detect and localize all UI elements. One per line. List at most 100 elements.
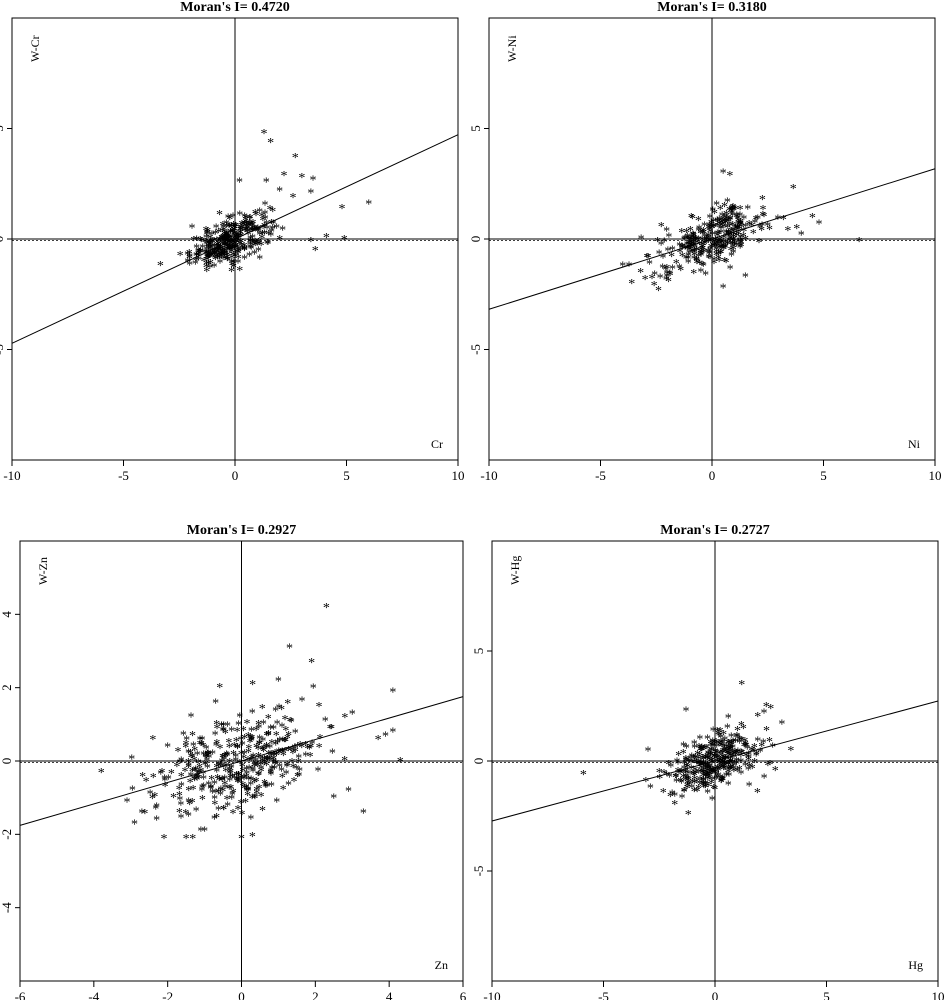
data-point: *: [667, 790, 674, 805]
data-point: *: [153, 814, 160, 829]
data-point: *: [131, 817, 138, 832]
scatter-panel-cr: ****************************************…: [0, 0, 465, 483]
data-point: *: [717, 755, 724, 770]
chart-title: Moran's I= 0.2727: [660, 523, 769, 538]
data-point: *: [183, 832, 190, 847]
data-point: *: [128, 752, 135, 767]
x-tick-label: -5: [595, 468, 606, 483]
data-point: *: [149, 792, 156, 807]
data-point: *: [714, 725, 721, 740]
chart-title: Moran's I= 0.4720: [180, 0, 289, 15]
x-tick-label: 10: [452, 468, 465, 483]
data-point: *: [754, 786, 761, 801]
data-point: *: [253, 724, 260, 739]
y-tick-label: 5: [468, 125, 483, 132]
data-point: *: [683, 704, 690, 719]
data-point: *: [745, 764, 752, 779]
y-tick-label: 0: [0, 758, 14, 765]
y-tick-label: -5: [471, 866, 486, 877]
data-point: *: [235, 243, 242, 258]
x-tick-label: 10: [932, 989, 944, 1000]
data-point: *: [339, 202, 346, 217]
data-point: *: [219, 785, 226, 800]
data-point: *: [200, 748, 207, 763]
data-point: *: [816, 218, 823, 233]
data-point: *: [656, 766, 663, 781]
data-point: *: [216, 681, 223, 696]
scatter-panel-ni: ****************************************…: [468, 0, 942, 483]
data-point: *: [184, 249, 191, 264]
data-point: *: [230, 219, 237, 234]
y-axis-label: W-Cr: [28, 35, 42, 62]
data-point: *: [706, 248, 713, 263]
data-point: *: [161, 773, 168, 788]
data-point: *: [738, 719, 745, 734]
data-point: *: [314, 764, 321, 779]
data-point: *: [138, 806, 145, 821]
data-point: *: [655, 284, 662, 299]
data-point: *: [695, 782, 702, 797]
data-point: *: [194, 749, 201, 764]
x-tick-label: -2: [162, 989, 173, 1000]
x-tick-label: -4: [88, 989, 99, 1000]
data-point: *: [177, 812, 184, 827]
data-point: *: [286, 641, 293, 656]
data-point: *: [235, 776, 242, 791]
data-point: *: [738, 678, 745, 693]
data-point: *: [323, 601, 330, 616]
y-tick-label: -4: [0, 902, 14, 913]
data-point: *: [673, 770, 680, 785]
y-tick-label: 5: [471, 648, 486, 655]
x-tick-label: 6: [460, 989, 467, 1000]
x-tick-label: -10: [480, 468, 497, 483]
data-point: *: [341, 711, 348, 726]
data-point: *: [316, 700, 323, 715]
data-point: *: [289, 191, 296, 206]
y-axis-label: W-Zn: [36, 557, 50, 585]
y-tick-label: -5: [0, 344, 6, 355]
data-point: *: [375, 733, 382, 748]
data-point: *: [323, 231, 330, 246]
x-axis-label: Zn: [435, 958, 448, 972]
data-point: *: [251, 248, 258, 263]
data-point: *: [683, 742, 690, 757]
data-point: *: [759, 193, 766, 208]
data-point: *: [809, 211, 816, 226]
data-point: *: [625, 259, 632, 274]
data-point: *: [685, 808, 692, 823]
data-point: *: [185, 784, 192, 799]
data-point: *: [294, 740, 301, 755]
data-point: *: [275, 674, 282, 689]
data-point: *: [274, 718, 281, 733]
data-point: *: [736, 210, 743, 225]
data-point: *: [742, 233, 749, 248]
data-point: *: [772, 764, 779, 779]
y-tick-label: 2: [0, 684, 14, 691]
data-point: *: [189, 832, 196, 847]
data-point: *: [330, 792, 337, 807]
x-tick-label: 5: [343, 468, 350, 483]
data-point: *: [199, 793, 206, 808]
data-point: *: [238, 832, 245, 847]
data-point: *: [219, 725, 226, 740]
data-point: *: [742, 271, 749, 286]
data-point: *: [221, 246, 228, 261]
data-point: *: [307, 187, 314, 202]
data-point: *: [183, 733, 190, 748]
y-tick-label: 4: [0, 611, 14, 618]
data-point: *: [164, 740, 171, 755]
data-point: *: [288, 756, 295, 771]
x-tick-label: 4: [386, 989, 393, 1000]
data-point: *: [744, 203, 751, 218]
data-point: *: [263, 781, 270, 796]
data-point: *: [203, 261, 210, 276]
data-point: *: [726, 169, 733, 184]
data-point: *: [98, 766, 105, 781]
data-point: *: [642, 775, 649, 790]
data-point: *: [243, 763, 250, 778]
data-point: *: [267, 136, 274, 151]
data-point: *: [746, 218, 753, 233]
data-point: *: [656, 248, 663, 263]
data-point: *: [216, 742, 223, 757]
